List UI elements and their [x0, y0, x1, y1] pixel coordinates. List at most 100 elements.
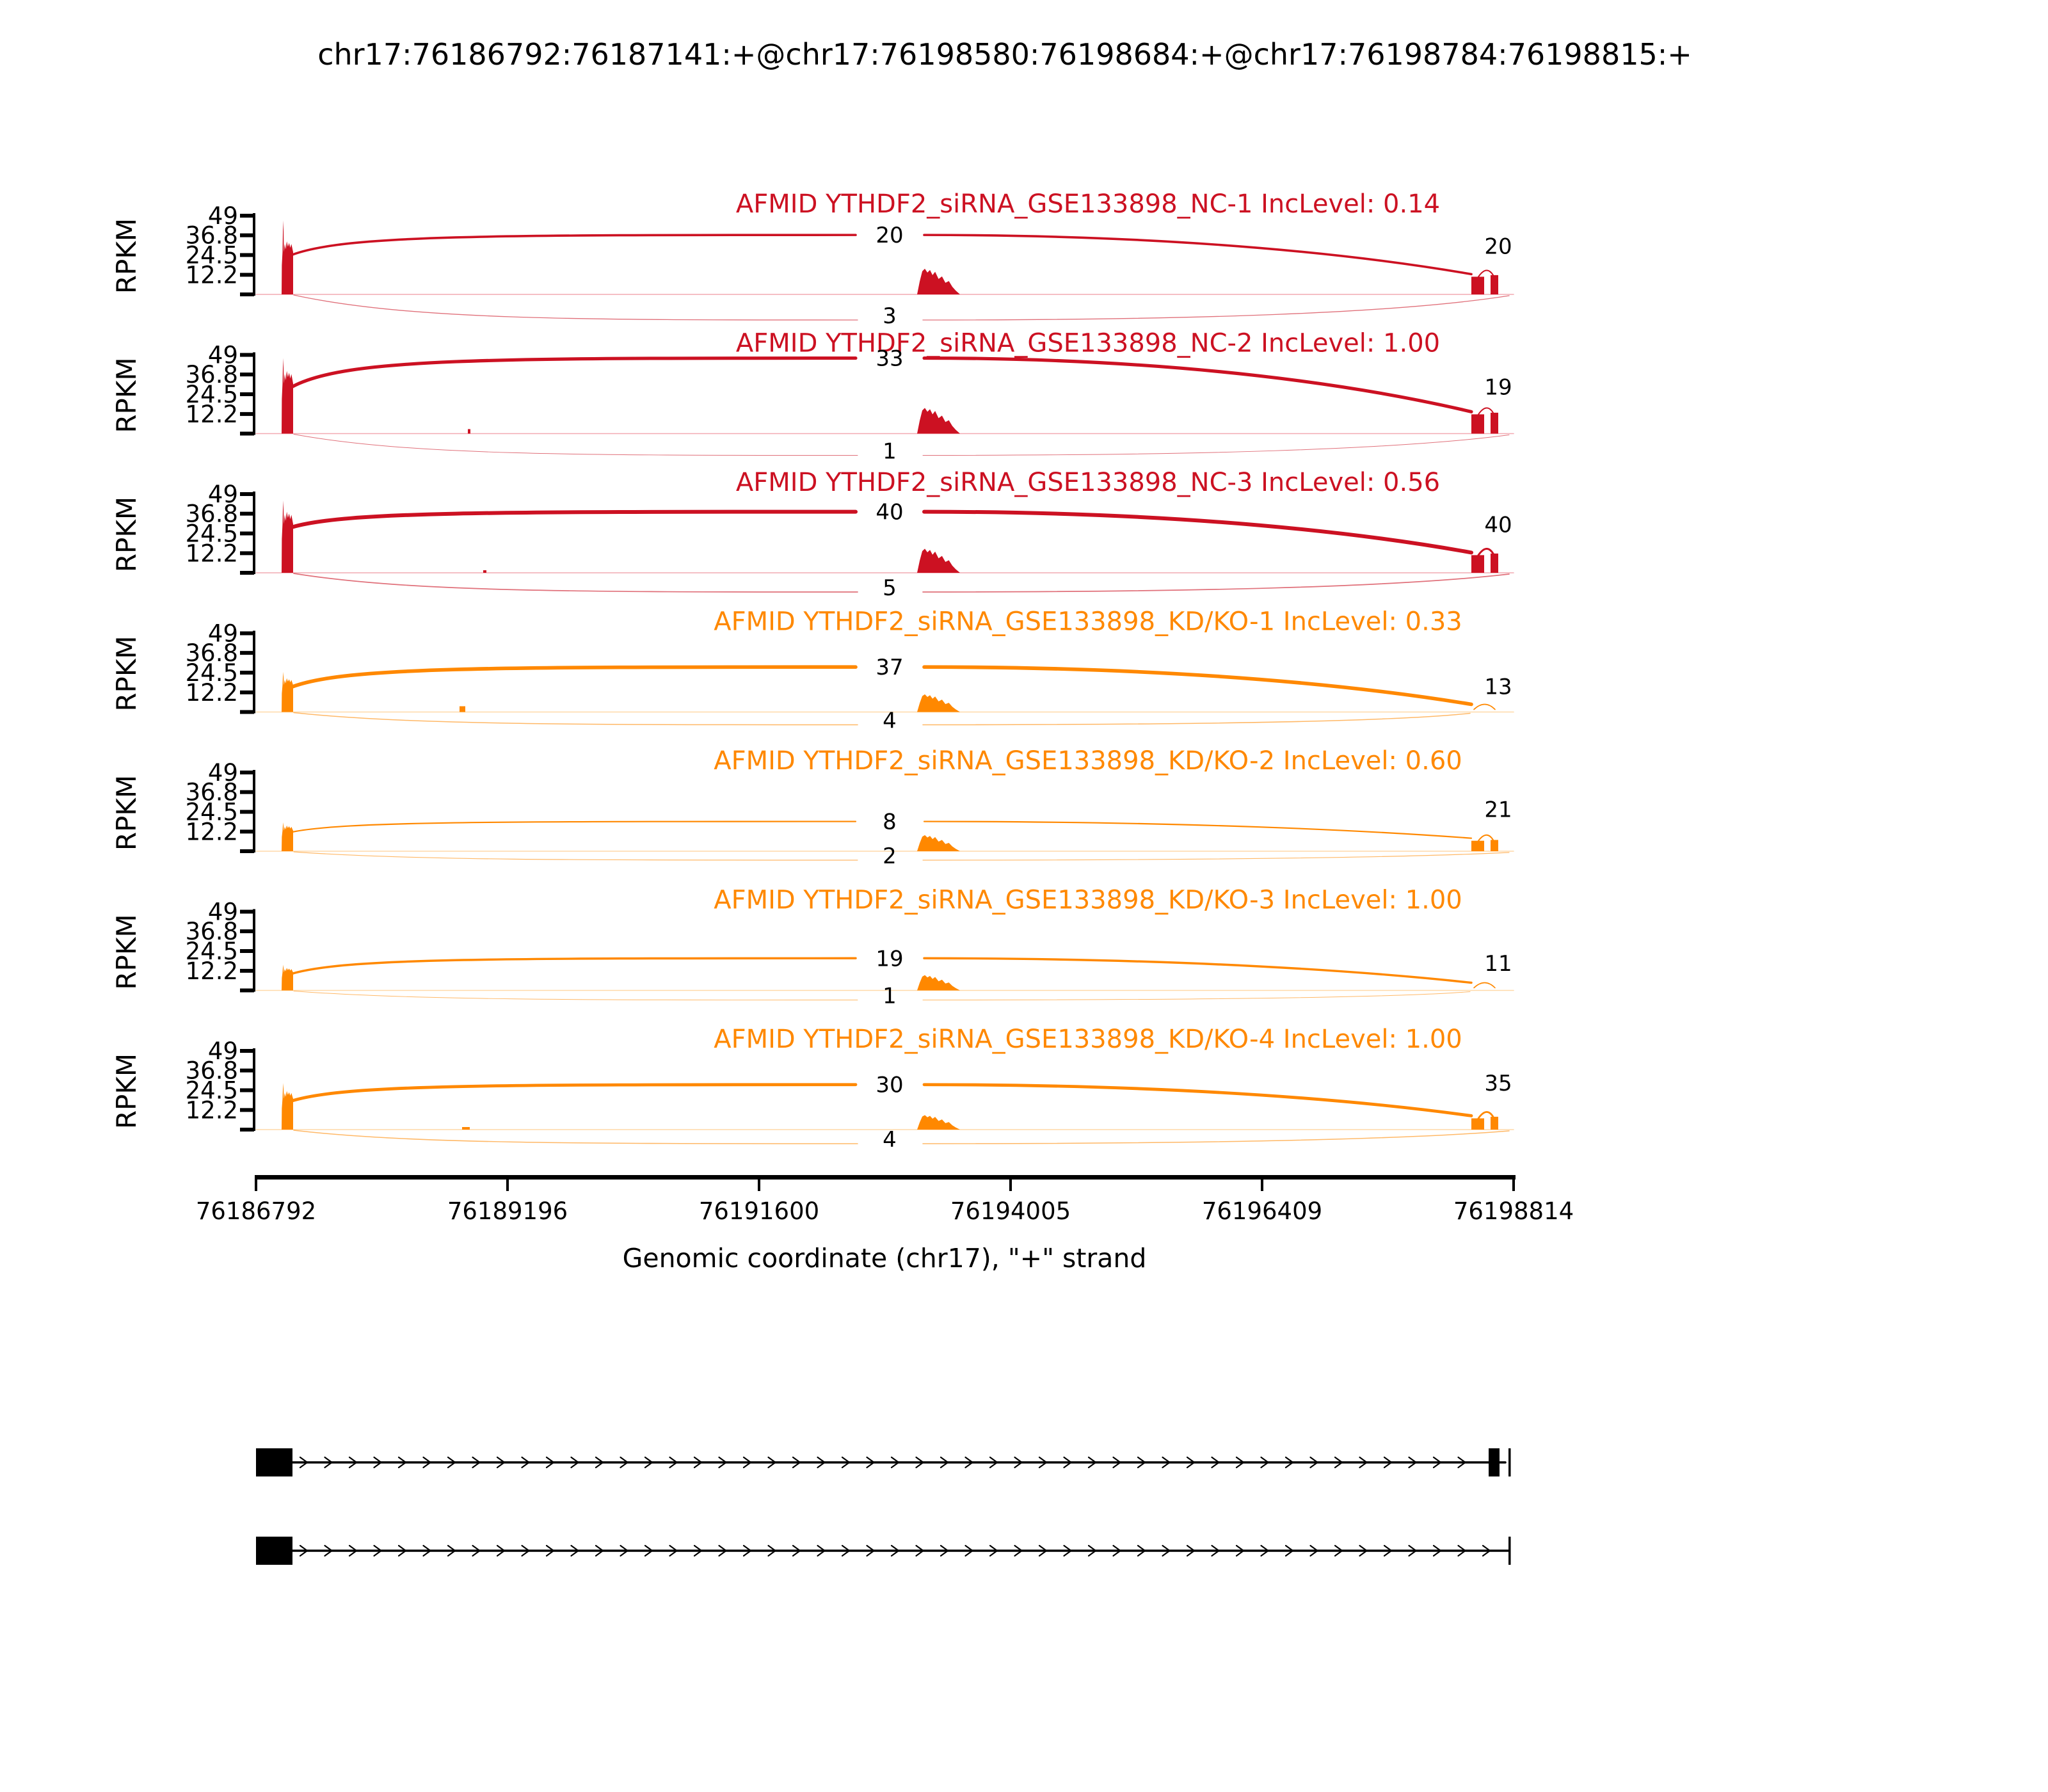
track-5-downstream-exon-coverage [1491, 840, 1498, 851]
track-1-intron-peak-coverage [917, 268, 960, 294]
transcript-2-strand-arrow [890, 1544, 900, 1557]
track-5-y-tick [240, 849, 254, 853]
transcript-1-strand-arrow [496, 1456, 506, 1469]
transcript-1-strand-arrow [545, 1456, 555, 1469]
transcript-2-strand-arrow [915, 1544, 925, 1557]
track-4-junction-arc-alt-downstream [1473, 703, 1496, 710]
track-5-y-tick [240, 790, 254, 794]
transcript-2-strand-arrow [1186, 1544, 1196, 1557]
track-4-junction-count-upstream-alt: 37 [876, 655, 903, 680]
track-3-junction-arc-skipping [293, 573, 858, 593]
transcript-2-strand-arrow [1014, 1544, 1023, 1557]
x-tick-label: 76186792 [196, 1197, 316, 1225]
transcript-1-strand-arrow [767, 1456, 777, 1469]
transcript-2-strand-arrow [595, 1544, 604, 1557]
transcript-1-alt-exon-box [1489, 1448, 1500, 1476]
track-3-sample-label: AFMID YTHDF2_siRNA_GSE133898_NC-3 IncLev… [736, 468, 1440, 497]
track-2-y-tick [240, 353, 254, 357]
track-1-junction-arc-alt-downstream [1478, 269, 1494, 278]
transcript-1-strand-arrow [397, 1456, 407, 1469]
track-3-junction-count-alt-downstream: 40 [1484, 513, 1512, 538]
track-2-intron-peak-coverage [917, 408, 960, 434]
transcript-2-strand-arrow [742, 1544, 752, 1557]
track-2-junction-count-alt-downstream: 19 [1484, 375, 1512, 401]
track-1-junction-count-upstream-alt: 20 [876, 223, 903, 248]
track-4-sample-label: AFMID YTHDF2_siRNA_GSE133898_KD/KO-1 Inc… [714, 607, 1462, 637]
track-2-downstream-exon-coverage [1491, 412, 1498, 434]
track-5-junction-arc-upstream-alt [923, 820, 1473, 839]
transcript-1-strand-arrow [792, 1456, 801, 1469]
track-6-junction-arc-alt-downstream [1473, 982, 1496, 989]
track-1-downstream-exon-coverage [1491, 275, 1498, 294]
transcript-2-strand-arrow [940, 1544, 949, 1557]
transcript-2-strand-arrow [1334, 1544, 1343, 1557]
track-7-sample-label: AFMID YTHDF2_siRNA_GSE133898_KD/KO-4 Inc… [714, 1025, 1462, 1054]
track-6-y-tick [240, 949, 254, 954]
transcript-2-strand-arrow [348, 1544, 358, 1557]
track-3-y-tick [240, 551, 254, 556]
transcript-2-strand-arrow [1432, 1544, 1442, 1557]
track-2-upstream-exon-coverage [282, 358, 293, 434]
track-5-y-tick-label: 36.8 [186, 779, 238, 806]
track-4-junction-count-alt-downstream: 13 [1484, 674, 1512, 700]
transcript-2-strand-arrow [570, 1544, 580, 1557]
track-5-junction-arc-upstream-alt [291, 820, 857, 833]
transcript-1-strand-arrow [1284, 1456, 1294, 1469]
x-axis-tick [506, 1180, 509, 1191]
transcript-1-strand-arrow [644, 1456, 653, 1469]
transcript-1-strand-arrow [1260, 1456, 1270, 1469]
transcript-2-strand-arrow [1359, 1544, 1368, 1557]
track-1-y-tick-label: 36.8 [186, 222, 238, 250]
track-1-junction-arc-upstream-alt [923, 234, 1473, 276]
transcript-1-strand-arrow [817, 1456, 826, 1469]
transcript-1-strand-arrow [915, 1456, 925, 1469]
transcript-2-strand-arrow [472, 1544, 481, 1557]
track-4-junction-count-skipping: 4 [883, 708, 897, 734]
track-6-y-tick [240, 909, 254, 914]
track-6-junction-arc-upstream-alt [923, 957, 1473, 984]
x-axis-tick [1512, 1180, 1515, 1191]
track-3-y-tick-label: 24.5 [186, 520, 238, 548]
track-2-y-tick-label: 24.5 [186, 381, 238, 408]
transcript-2-strand-arrow [1087, 1544, 1097, 1557]
transcript-1-strand-arrow [1112, 1456, 1122, 1469]
transcript-2-strand-arrow [1408, 1544, 1418, 1557]
transcript-2-strand-arrow [718, 1544, 728, 1557]
track-1-junction-count-alt-downstream: 20 [1484, 234, 1512, 260]
track-2-junction-arc-upstream-alt [922, 356, 1473, 413]
track-2-y-tick [240, 392, 254, 397]
transcript-1-strand-arrow [1383, 1456, 1393, 1469]
track-2-junction-count-upstream-alt: 33 [876, 346, 903, 372]
transcript-2-strand-arrow [1482, 1544, 1491, 1557]
track-7-y-axis-title: RPKM [111, 1053, 142, 1129]
track-7-y-tick-label: 12.2 [186, 1096, 238, 1124]
track-3-junction-count-skipping: 5 [883, 575, 897, 601]
track-6-y-axis-title: RPKM [111, 914, 142, 989]
track-5-alt-exon-coverage [1471, 840, 1484, 851]
transcript-2-strand-arrow [841, 1544, 851, 1557]
transcript-1-strand-arrow [1014, 1456, 1023, 1469]
track-5-y-tick-label: 24.5 [186, 799, 238, 826]
x-axis-tick [758, 1180, 760, 1191]
track-4-y-tick [240, 631, 254, 636]
transcript-2-strand-arrow [792, 1544, 801, 1557]
transcript-1-strand-arrow [693, 1456, 703, 1469]
track-2-y-tick-label: 49 [208, 342, 238, 369]
track-1-junction-count-skipping: 3 [883, 303, 897, 329]
transcript-1-strand-arrow [1162, 1456, 1171, 1469]
track-4-junction-arc-skipping [922, 712, 1471, 726]
x-tick-label: 76191600 [699, 1197, 819, 1225]
track-1-y-tick-label: 49 [208, 202, 238, 230]
track-4-y-axis-title: RPKM [111, 636, 142, 711]
track-5-y-axis-title: RPKM [111, 775, 142, 851]
track-7-y-tick-label: 49 [208, 1037, 238, 1065]
track-3-y-tick-label: 36.8 [186, 500, 238, 528]
transcript-1-strand-arrow [1334, 1456, 1343, 1469]
transcript-1-strand-arrow [422, 1456, 432, 1469]
track-4-intron-peak-coverage [917, 694, 960, 712]
track-1-y-tick [240, 214, 254, 218]
track-5-intron-peak-coverage [917, 835, 960, 851]
transcript-1-strand-arrow [742, 1456, 752, 1469]
track-5-y-tick [240, 771, 254, 775]
